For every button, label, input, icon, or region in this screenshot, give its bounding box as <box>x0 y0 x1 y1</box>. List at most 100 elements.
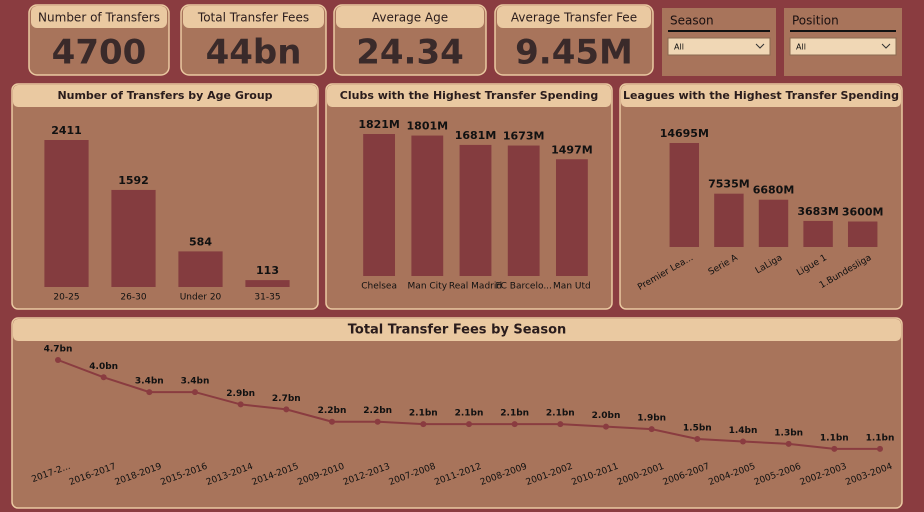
data-label: 1673M <box>503 130 545 143</box>
point <box>55 357 61 363</box>
data-label: 3683M <box>797 205 839 218</box>
panel-title: Clubs with the Highest Transfer Spending <box>340 89 598 102</box>
data-label: 2.1bn <box>546 409 575 419</box>
kpi-value: 9.45M <box>515 33 633 73</box>
kpi-value: 4700 <box>52 33 147 73</box>
slicer-dropdown[interactable] <box>789 37 897 56</box>
bar <box>555 159 588 276</box>
slicer-label: Season <box>670 14 714 28</box>
bar <box>245 280 290 287</box>
x-tick-label: Man Utd <box>553 282 591 292</box>
data-label: 113 <box>256 264 279 277</box>
point <box>420 421 427 428</box>
panel <box>11 317 903 509</box>
data-label: 2.2bn <box>363 406 392 416</box>
point <box>237 401 244 408</box>
x-tick-label: Under 20 <box>180 293 222 303</box>
point <box>648 426 655 433</box>
point <box>603 423 609 430</box>
slicer-value: All <box>796 43 806 52</box>
point <box>466 421 472 428</box>
panel-header <box>327 85 611 107</box>
data-label: 1.1bn <box>820 433 849 443</box>
kpi-label: Total Transfer Fees <box>197 11 309 25</box>
kpi-value: 44bn <box>206 33 302 73</box>
x-tick-label: Man City <box>408 282 448 292</box>
kpi-header <box>497 6 651 28</box>
panel-title: Leagues with the Highest Transfer Spendi… <box>623 89 899 102</box>
data-label: 14695M <box>660 127 709 140</box>
x-tick-label: FC Barcelo... <box>495 282 551 292</box>
data-label: 6680M <box>753 184 795 197</box>
data-label: 1.5bn <box>683 423 712 433</box>
slicer-dropdown[interactable] <box>667 37 771 56</box>
slicer-value: All <box>674 43 684 52</box>
x-tick-label: 20-25 <box>53 293 79 303</box>
data-label: 1.3bn <box>774 428 803 438</box>
kpi-header <box>31 6 167 28</box>
panel <box>619 83 903 310</box>
slicer-label: Position <box>792 14 839 28</box>
x-tick-label: Chelsea <box>361 282 397 292</box>
bar <box>758 199 789 247</box>
data-label: 2.0bn <box>592 411 621 421</box>
point <box>329 418 335 425</box>
point <box>374 418 381 425</box>
data-label: 1.1bn <box>866 433 895 443</box>
data-label: 4.0bn <box>89 362 118 372</box>
point <box>283 406 290 413</box>
point <box>694 435 701 442</box>
panel-header <box>13 85 317 107</box>
data-label: 1.4bn <box>729 426 758 436</box>
data-label: 1497M <box>551 143 593 156</box>
bar <box>44 140 89 287</box>
kpi-header <box>336 6 484 28</box>
panel-header <box>13 319 901 341</box>
data-label: 2.9bn <box>226 389 255 399</box>
point <box>192 389 198 396</box>
bar <box>411 135 444 276</box>
bar <box>847 221 878 247</box>
point <box>100 374 107 381</box>
data-label: 2.7bn <box>272 394 301 404</box>
data-label: 1821M <box>358 118 400 131</box>
panel-title: Total Transfer Fees by Season <box>348 323 567 338</box>
bar <box>459 144 492 276</box>
data-label: 3.4bn <box>135 377 164 387</box>
panel-header <box>621 85 901 107</box>
x-tick-label: 26-30 <box>120 293 146 303</box>
point <box>511 421 518 428</box>
kpi-label: Number of Transfers <box>38 11 160 25</box>
data-label: 1801M <box>407 120 449 133</box>
data-label: 1592 <box>118 174 149 187</box>
dropdown-arrow <box>881 43 891 49</box>
point <box>877 445 883 452</box>
kpi-value: 24.34 <box>356 33 464 73</box>
point <box>740 438 746 445</box>
kpi-header <box>183 6 324 28</box>
data-label: 2.1bn <box>500 409 529 419</box>
data-label: 3.4bn <box>181 377 210 387</box>
dropdown-arrow <box>755 43 765 49</box>
data-label: 2.2bn <box>318 406 347 416</box>
x-tick-label: Real Madrid <box>449 282 502 292</box>
point <box>785 440 792 447</box>
bar <box>714 193 744 247</box>
kpi-label: Average Transfer Fee <box>511 11 637 25</box>
bar <box>669 143 700 247</box>
bar <box>111 189 156 287</box>
bar <box>507 145 540 276</box>
bar <box>803 220 833 247</box>
point <box>831 445 838 452</box>
data-label: 3600M <box>842 206 884 219</box>
data-label: 7535M <box>708 178 750 191</box>
x-tick-label: 31-35 <box>254 293 280 303</box>
bar <box>363 134 396 276</box>
data-label: 2.1bn <box>455 409 484 419</box>
data-label: 4.7bn <box>44 345 73 355</box>
data-label: 2411 <box>51 124 82 137</box>
data-label: 2.1bn <box>409 409 438 419</box>
data-label: 1681M <box>455 129 497 142</box>
point <box>146 389 153 396</box>
data-label: 584 <box>189 235 212 248</box>
